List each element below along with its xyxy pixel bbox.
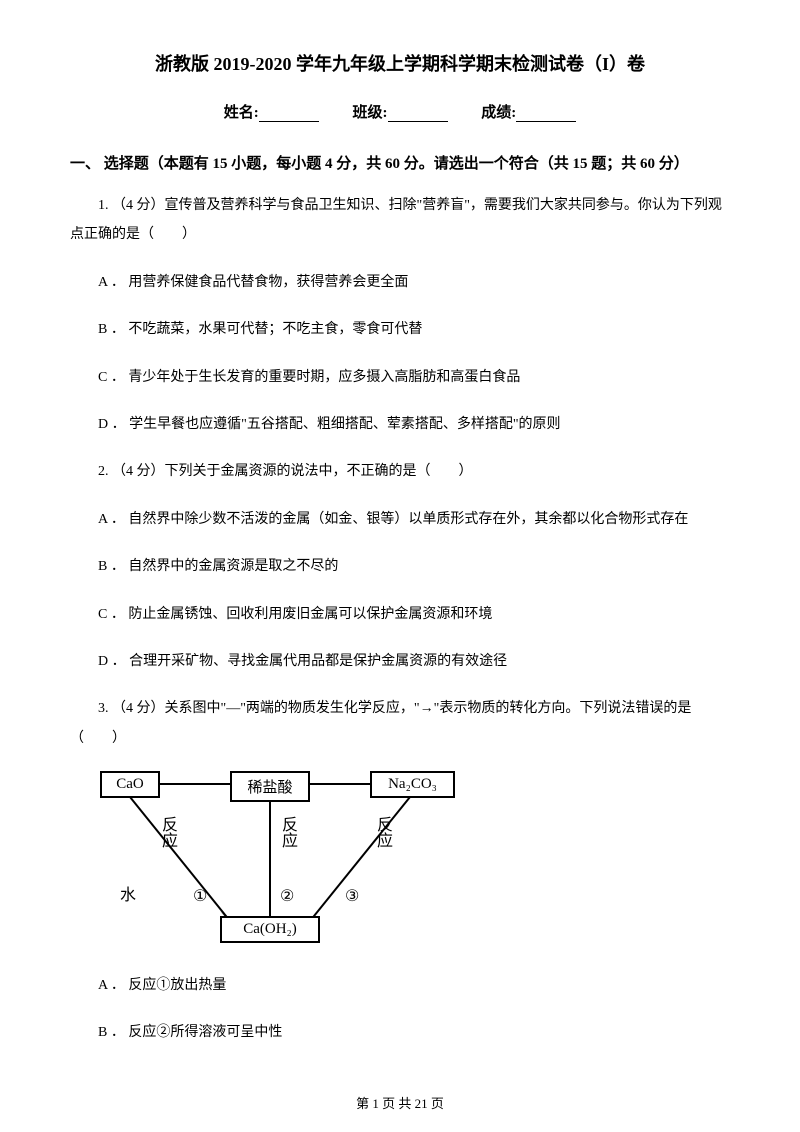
q3-option-a: A ． 反应①放出热量 (70, 971, 730, 1000)
page-footer: 第 1 页 共 21 页 (0, 1093, 800, 1112)
section-header: 一、 选择题（本题有 15 小题，每小题 4 分，共 60 分。请选出一个符合（… (70, 152, 730, 173)
box-na2co3: Na₂CO₃ (370, 771, 455, 798)
water-label: 水 (120, 881, 136, 905)
q2-option-b: B ． 自然界中的金属资源是取之不尽的 (70, 552, 730, 581)
box-acid: 稀盐酸 (230, 771, 310, 802)
reaction-diagram: CaO 稀盐酸 Na₂CO₃ Ca(OH₂) 反应 反应 反应 水 ① ② ③ (100, 771, 730, 951)
q2-option-d: D ． 合理开采矿物、寻找金属代用品都是保护金属资源的有效途径 (70, 647, 730, 676)
q2-option-a: A ． 自然界中除少数不活泼的金属（如金、银等）以单质形式存在外，其余都以化合物… (70, 505, 730, 534)
reaction-label-3: 反应 (370, 816, 394, 848)
score-label: 成绩: (481, 105, 516, 121)
exam-title: 浙教版 2019-2020 学年九年级上学期科学期末检测试卷（I）卷 (70, 50, 730, 76)
info-line: 姓名: 班级: 成绩: (70, 101, 730, 122)
reaction-label-2: 反应 (275, 816, 299, 848)
question-2: 2. （4 分）下列关于金属资源的说法中，不正确的是（ ） (70, 457, 730, 486)
q2-option-c: C ． 防止金属锈蚀、回收利用废旧金属可以保护金属资源和环境 (70, 600, 730, 629)
q1-option-d: D ． 学生早餐也应遵循"五谷搭配、粗细搭配、荤素搭配、多样搭配"的原则 (70, 410, 730, 439)
num-2: ② (280, 886, 294, 906)
class-blank (388, 108, 448, 122)
class-label: 班级: (353, 105, 388, 121)
score-blank (516, 108, 576, 122)
q1-option-b: B ． 不吃蔬菜，水果可代替；不吃主食，零食可代替 (70, 315, 730, 344)
question-3: 3. （4 分）关系图中"—"两端的物质发生化学反应，"→"表示物质的转化方向。… (70, 694, 730, 753)
box-caoh2: Ca(OH₂) (220, 916, 320, 943)
num-3: ③ (345, 886, 359, 906)
name-blank (259, 108, 319, 122)
q1-option-c: C ． 青少年处于生长发育的重要时期，应多摄入高脂肪和高蛋白食品 (70, 363, 730, 392)
num-1: ① (193, 886, 207, 906)
box-cao: CaO (100, 771, 160, 798)
question-1: 1. （4 分）宣传普及营养科学与食品卫生知识、扫除"营养盲"，需要我们大家共同… (70, 191, 730, 250)
q1-option-a: A ． 用营养保健食品代替食物，获得营养会更全面 (70, 268, 730, 297)
name-label: 姓名: (224, 105, 259, 121)
reaction-label-1: 反应 (155, 816, 179, 848)
q3-option-b: B ． 反应②所得溶液可呈中性 (70, 1018, 730, 1047)
